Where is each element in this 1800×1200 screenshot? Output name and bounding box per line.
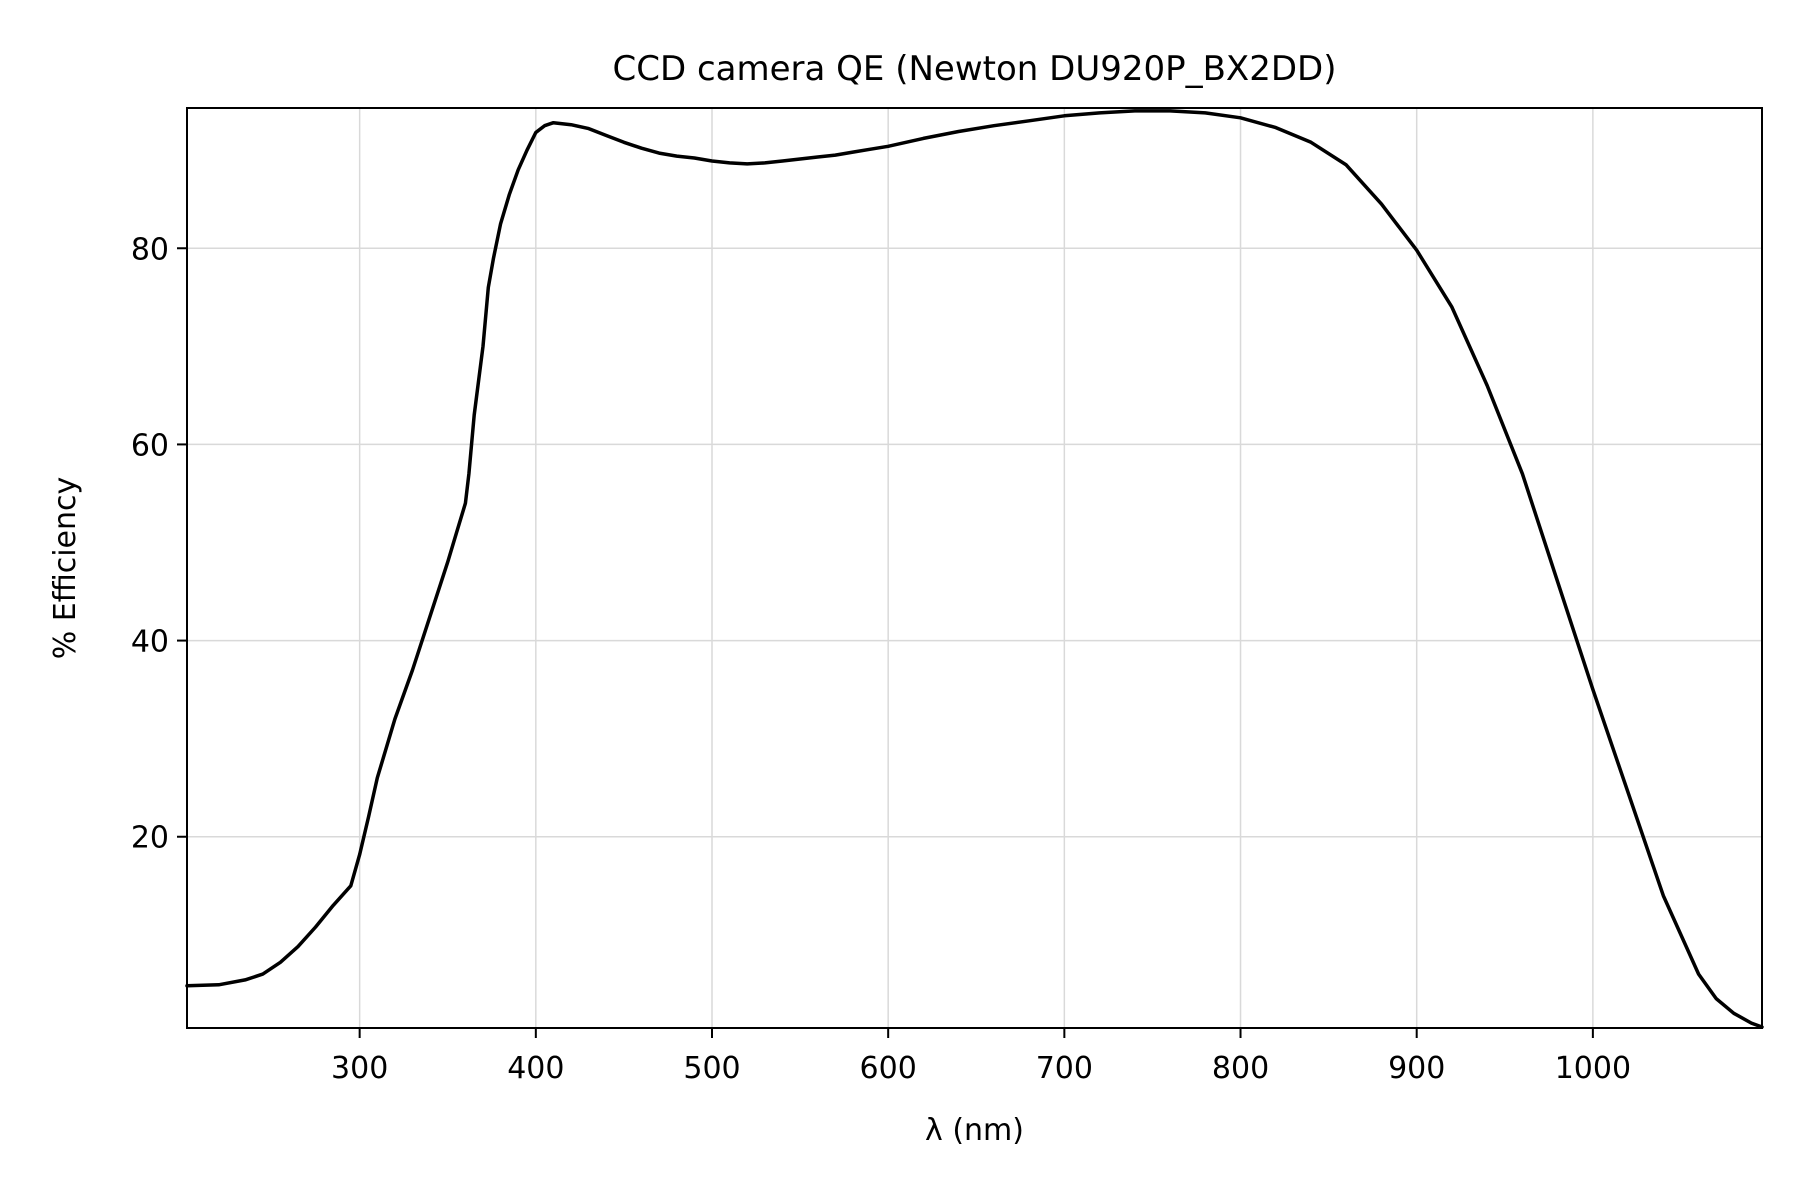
x-tick-label: 700	[1036, 1051, 1093, 1086]
x-axis-label: λ (nm)	[925, 1113, 1024, 1148]
x-tick-label: 1000	[1555, 1051, 1631, 1086]
x-tick-label: 800	[1212, 1051, 1269, 1086]
plot-frame	[186, 107, 1763, 1029]
qe-series-line	[185, 109, 1764, 1029]
grid	[187, 108, 1762, 1028]
chart-title: CCD camera QE (Newton DU920P_BX2DD)	[613, 49, 1337, 89]
x-tick-label: 500	[683, 1051, 740, 1086]
x-tick-label: 400	[507, 1051, 564, 1086]
series-layer	[185, 109, 1764, 1029]
y-tick-label: 40	[131, 625, 169, 660]
x-tick-label: 600	[860, 1051, 917, 1086]
y-tick-label: 80	[131, 232, 169, 267]
y-tick-label: 60	[131, 428, 169, 463]
y-axis-label: % Efficiency	[48, 477, 83, 660]
y-tick-label: 20	[131, 821, 169, 856]
x-tick-label: 900	[1388, 1051, 1445, 1086]
x-tick-label: 300	[331, 1051, 388, 1086]
ticks: 300 400 500 600 700 800 900 1000 20 40 60 80	[131, 232, 1631, 1086]
